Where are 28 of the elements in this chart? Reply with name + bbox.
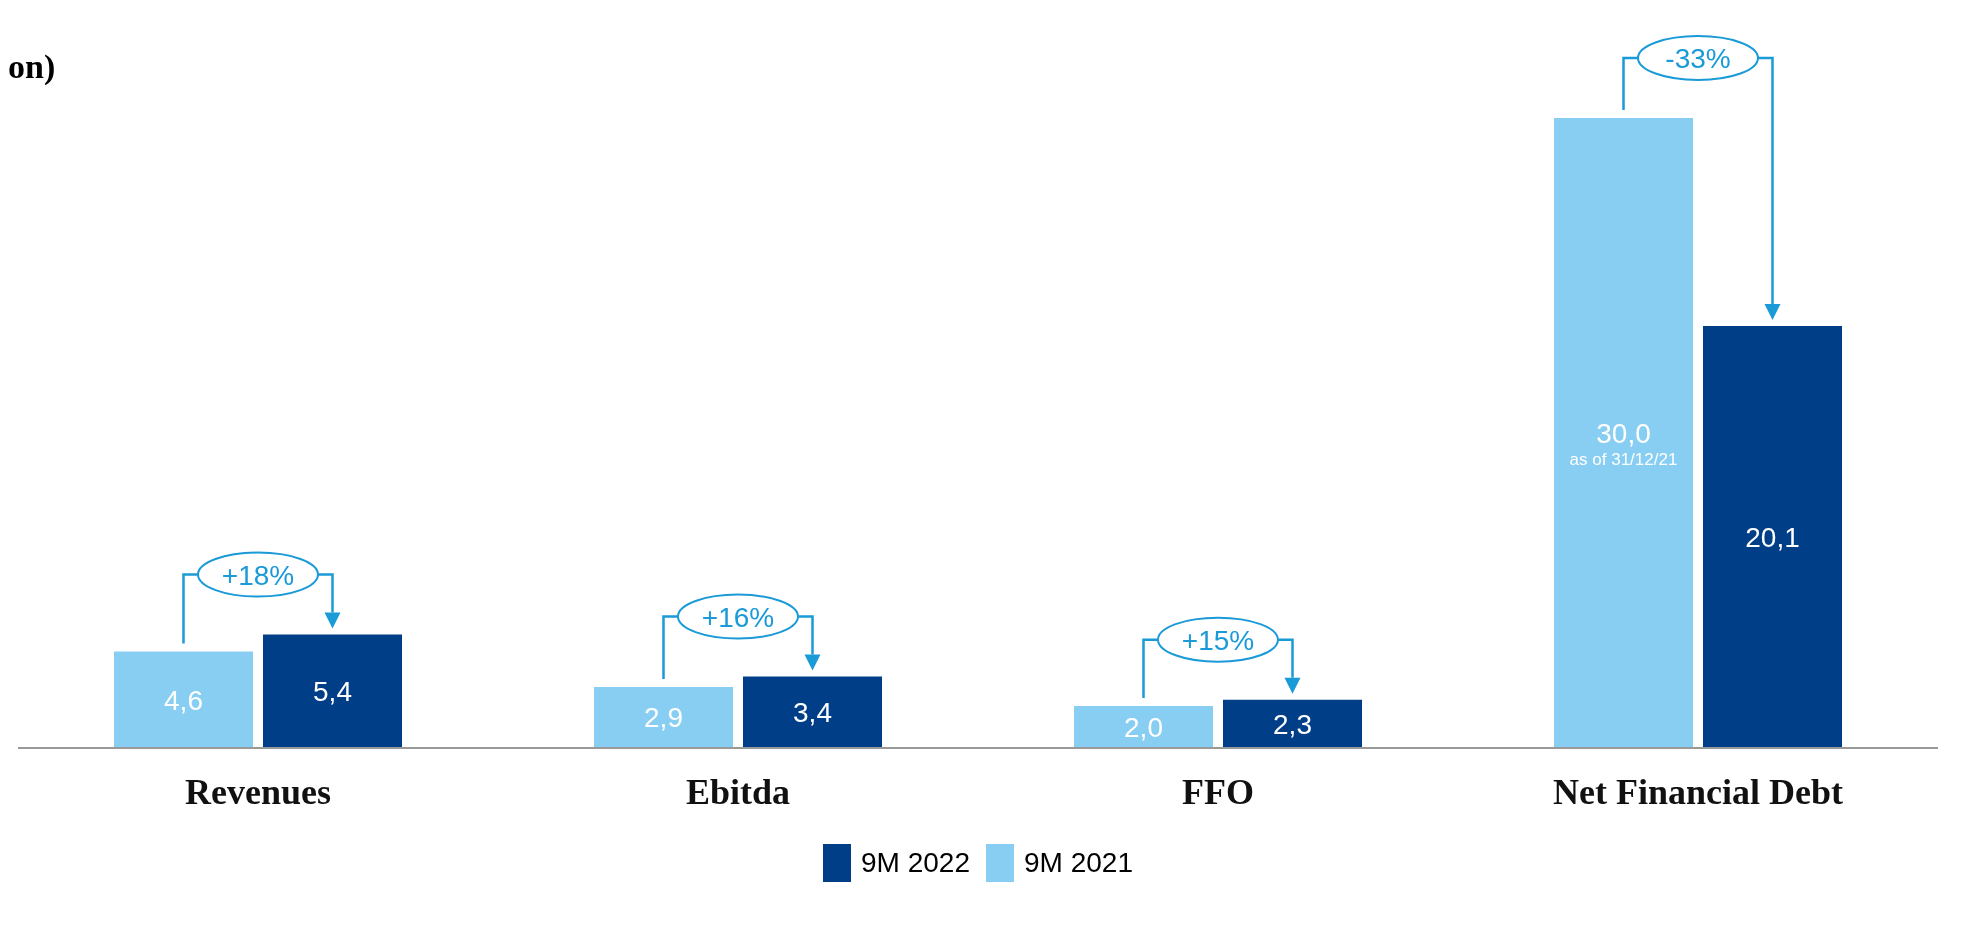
x-tick-label: Revenues: [185, 771, 331, 812]
bar: [743, 676, 882, 748]
text: -33%: [1665, 43, 1731, 74]
data-label: 2,9: [644, 702, 683, 734]
legend-label: 9M 2022: [861, 847, 970, 879]
annotation: +15%: [1181, 624, 1255, 656]
data-label: 2,0: [1124, 711, 1163, 743]
x-tick-label: Net Financial Debt: [1553, 771, 1843, 812]
chart-title: on): [8, 48, 56, 86]
x-tick-label: FFO: [1182, 771, 1254, 812]
bar: [1554, 118, 1693, 748]
bar: [1703, 325, 1842, 748]
data-label: 30,0: [1596, 417, 1651, 449]
bar: [594, 687, 733, 748]
bar: [1223, 699, 1362, 748]
data-label: 3,4: [793, 697, 832, 729]
bar: [263, 634, 402, 748]
annotation: +18%: [221, 559, 295, 591]
data-label: 2,3: [1273, 708, 1312, 740]
legend-label: 9M 2021: [1024, 847, 1133, 879]
data-label: 5,4: [313, 676, 352, 708]
annotation: +16%: [701, 601, 775, 633]
bar: [1074, 706, 1213, 748]
data-label: 20,1: [1745, 521, 1800, 553]
annotation: as of 31/12/21: [1569, 450, 1678, 469]
x-tick-label: Ebitda: [685, 771, 791, 812]
data-label: 4,6: [164, 684, 203, 716]
bar: [114, 651, 253, 748]
